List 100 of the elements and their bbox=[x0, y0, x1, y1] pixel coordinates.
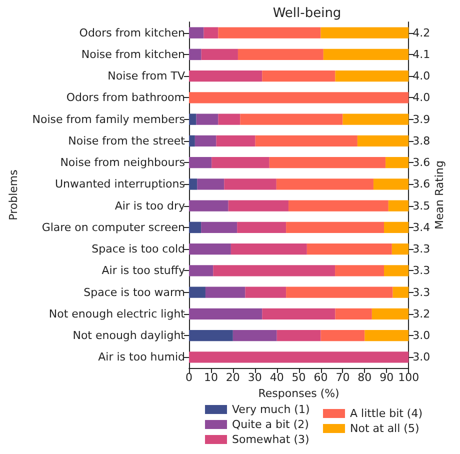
x-tick-label: 10 bbox=[204, 371, 218, 384]
legend-label: A little bit (4) bbox=[350, 407, 423, 420]
y2-tick-label: 3.5 bbox=[412, 199, 430, 212]
legend-label: Very much (1) bbox=[232, 403, 310, 416]
x-tick-label: 50 bbox=[292, 371, 306, 384]
bar bbox=[364, 330, 409, 342]
bar bbox=[335, 70, 409, 82]
legend-label: Quite a bit (2) bbox=[232, 418, 309, 431]
bar bbox=[189, 70, 262, 82]
y-tick-label: Not enough daylight bbox=[72, 329, 186, 342]
bar bbox=[372, 308, 409, 320]
bar bbox=[216, 135, 256, 147]
y-tick-label: Noise from TV bbox=[108, 70, 186, 83]
bar bbox=[255, 135, 358, 147]
bar bbox=[197, 178, 224, 190]
bar bbox=[384, 265, 409, 276]
bar bbox=[276, 330, 321, 342]
bar bbox=[189, 200, 228, 212]
bar bbox=[335, 265, 384, 276]
bar bbox=[189, 243, 231, 255]
bar bbox=[224, 178, 276, 190]
bar bbox=[189, 308, 262, 320]
y-tick-label: Air is too stuffy bbox=[102, 264, 186, 278]
legend-label: Not at all (5) bbox=[350, 422, 420, 435]
bar bbox=[262, 308, 336, 320]
y2-tick-label: 4.2 bbox=[412, 26, 430, 40]
y-tick-label: Noise from neighbours bbox=[60, 156, 186, 170]
bar bbox=[286, 286, 393, 298]
y-tick-label: Unwanted interruptions bbox=[54, 178, 186, 191]
y2-tick-label: 3.0 bbox=[412, 329, 430, 342]
y2-tick-label: 3.6 bbox=[412, 178, 430, 191]
bar bbox=[189, 286, 206, 298]
y2-tick-label: 3.8 bbox=[412, 134, 430, 148]
bar bbox=[201, 222, 238, 234]
bar bbox=[240, 114, 343, 125]
legend-label: Somewhat (3) bbox=[232, 433, 310, 446]
bar bbox=[189, 92, 409, 104]
bar bbox=[189, 352, 409, 363]
bar bbox=[238, 48, 324, 60]
bar bbox=[335, 308, 372, 320]
bar bbox=[228, 200, 288, 212]
bar bbox=[276, 178, 374, 190]
bar bbox=[342, 114, 409, 125]
x-tick-label: 70 bbox=[336, 371, 350, 384]
bar bbox=[230, 243, 307, 255]
bar bbox=[386, 156, 409, 168]
y2-tick-label: 3.9 bbox=[412, 112, 430, 126]
y-tick-label: Noise from kitchen bbox=[81, 48, 186, 61]
bar bbox=[205, 286, 246, 298]
bar bbox=[189, 27, 204, 38]
x-axis-title: Responses (%) bbox=[258, 387, 340, 400]
x-tick-label: 90 bbox=[380, 371, 394, 384]
y-tick-label: Glare on computer screen bbox=[42, 220, 186, 234]
y-tick-label: Odors from bathroom bbox=[66, 91, 185, 104]
y2-tick-label: 4.0 bbox=[412, 91, 430, 104]
bar bbox=[237, 222, 286, 234]
bar bbox=[189, 135, 195, 147]
bar bbox=[306, 243, 392, 255]
bar bbox=[189, 265, 214, 276]
x-tick-label: 30 bbox=[248, 371, 262, 384]
y2-tick-label: 3.3 bbox=[412, 242, 430, 256]
y2-tick-label: 4.0 bbox=[412, 70, 430, 83]
y2-tick-label: 3.3 bbox=[412, 264, 430, 278]
bar bbox=[189, 48, 202, 60]
bar bbox=[269, 156, 386, 168]
bar bbox=[262, 70, 336, 82]
y-tick-label: Noise from family members bbox=[32, 112, 186, 126]
bar bbox=[189, 114, 196, 125]
bar bbox=[388, 200, 409, 212]
bar bbox=[213, 265, 336, 276]
bar bbox=[194, 135, 216, 147]
bar bbox=[204, 27, 218, 38]
y-tick-label: Air is too dry bbox=[114, 199, 186, 212]
bar bbox=[189, 178, 198, 190]
bar bbox=[189, 330, 233, 342]
bar bbox=[384, 222, 409, 234]
y-axis-title: Problems bbox=[7, 169, 20, 220]
y-tick-label: Space is too warm bbox=[84, 286, 185, 299]
x-tick-label: 0 bbox=[186, 371, 192, 384]
bar bbox=[320, 330, 365, 342]
bar bbox=[201, 48, 238, 60]
bar bbox=[288, 200, 388, 212]
x-tick-label: 20 bbox=[226, 371, 240, 384]
bar bbox=[218, 114, 240, 125]
bar bbox=[357, 135, 409, 147]
bar bbox=[392, 286, 409, 298]
chart-title: Well-being bbox=[272, 6, 342, 21]
y-tick-label: Not enough electric light bbox=[48, 307, 186, 320]
bar bbox=[212, 156, 270, 168]
y-tick-label: Air is too humid bbox=[98, 350, 185, 364]
bar bbox=[392, 243, 409, 255]
bar bbox=[232, 330, 277, 342]
bar bbox=[245, 286, 286, 298]
y2-tick-label: 3.0 bbox=[412, 350, 430, 364]
bar bbox=[373, 178, 409, 190]
y2-tick-label: 3.4 bbox=[412, 220, 430, 234]
y2-tick-label: 4.1 bbox=[412, 48, 430, 61]
y-tick-label: Space is too cold bbox=[92, 242, 185, 256]
x-tick-label: 100 bbox=[398, 371, 420, 384]
x-tick-label: 60 bbox=[314, 371, 328, 384]
